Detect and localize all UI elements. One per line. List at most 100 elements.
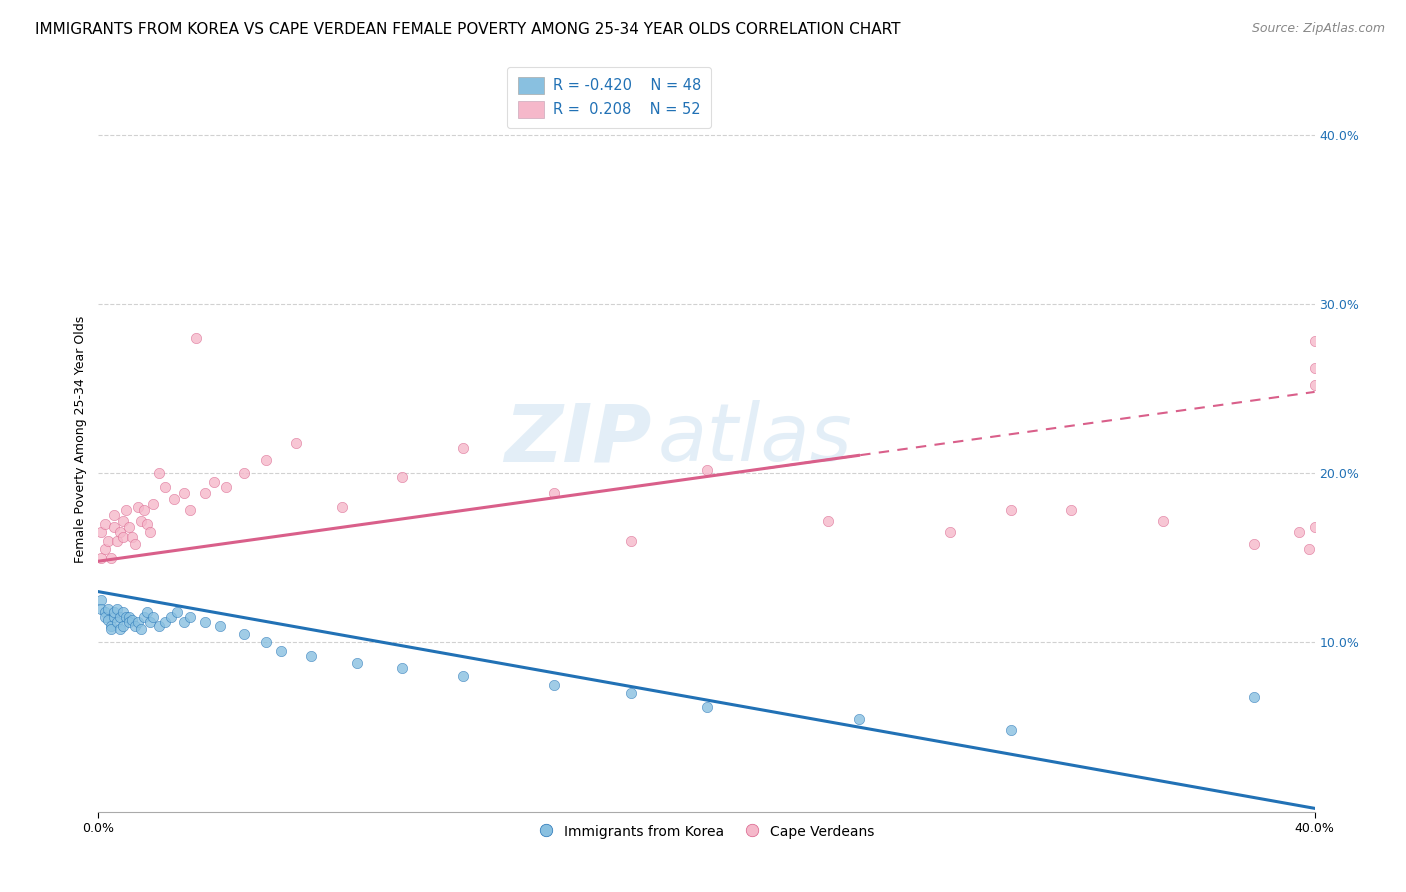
Point bbox=[105, 615, 128, 629]
Point bbox=[90, 593, 112, 607]
Point bbox=[114, 503, 136, 517]
Point bbox=[132, 610, 155, 624]
Point bbox=[142, 497, 165, 511]
Point bbox=[215, 480, 238, 494]
Point bbox=[105, 533, 128, 548]
Point bbox=[90, 525, 112, 540]
Point bbox=[1000, 503, 1022, 517]
Point bbox=[93, 516, 115, 531]
Point bbox=[148, 618, 170, 632]
Point bbox=[108, 525, 131, 540]
Point bbox=[939, 525, 962, 540]
Text: IMMIGRANTS FROM KOREA VS CAPE VERDEAN FEMALE POVERTY AMONG 25-34 YEAR OLDS CORRE: IMMIGRANTS FROM KOREA VS CAPE VERDEAN FE… bbox=[35, 22, 901, 37]
Point bbox=[148, 466, 170, 480]
Point bbox=[96, 533, 118, 548]
Point bbox=[1000, 723, 1022, 738]
Point bbox=[103, 605, 125, 619]
Point bbox=[105, 601, 128, 615]
Text: Source: ZipAtlas.com: Source: ZipAtlas.com bbox=[1251, 22, 1385, 36]
Point bbox=[163, 491, 186, 506]
Point bbox=[1152, 514, 1174, 528]
Point bbox=[121, 531, 143, 545]
Point bbox=[155, 615, 177, 629]
Point bbox=[184, 331, 207, 345]
Point bbox=[330, 500, 353, 514]
Point bbox=[696, 699, 718, 714]
Point bbox=[93, 542, 115, 557]
Point bbox=[179, 610, 201, 624]
Point bbox=[160, 610, 183, 624]
Point bbox=[118, 615, 141, 629]
Y-axis label: Female Poverty Among 25-34 Year Olds: Female Poverty Among 25-34 Year Olds bbox=[75, 316, 87, 563]
Text: atlas: atlas bbox=[658, 401, 852, 478]
Point bbox=[124, 618, 146, 632]
Point bbox=[93, 610, 115, 624]
Point bbox=[136, 605, 159, 619]
Point bbox=[543, 486, 565, 500]
Point bbox=[118, 610, 141, 624]
Point bbox=[1060, 503, 1083, 517]
Point bbox=[111, 605, 134, 619]
Point bbox=[111, 618, 134, 632]
Point bbox=[155, 480, 177, 494]
Point bbox=[233, 627, 256, 641]
Point bbox=[619, 533, 641, 548]
Point bbox=[103, 520, 125, 534]
Point bbox=[132, 503, 155, 517]
Point bbox=[100, 618, 122, 632]
Point bbox=[1243, 690, 1265, 704]
Point bbox=[111, 514, 134, 528]
Point bbox=[453, 441, 475, 455]
Point bbox=[194, 615, 217, 629]
Point bbox=[1303, 334, 1326, 348]
Point bbox=[233, 466, 256, 480]
Point bbox=[285, 435, 308, 450]
Point bbox=[121, 614, 143, 628]
Point bbox=[111, 531, 134, 545]
Point bbox=[118, 520, 141, 534]
Point bbox=[142, 610, 165, 624]
Point bbox=[254, 635, 277, 649]
Point bbox=[108, 610, 131, 624]
Point bbox=[124, 537, 146, 551]
Point bbox=[90, 550, 112, 565]
Point bbox=[127, 615, 149, 629]
Point bbox=[166, 605, 188, 619]
Point bbox=[173, 615, 195, 629]
Point bbox=[619, 686, 641, 700]
Point bbox=[129, 622, 152, 636]
Text: ZIP: ZIP bbox=[505, 401, 652, 478]
Point bbox=[127, 500, 149, 514]
Point bbox=[1303, 520, 1326, 534]
Point bbox=[202, 475, 225, 489]
Point bbox=[96, 614, 118, 628]
Point bbox=[696, 463, 718, 477]
Point bbox=[139, 615, 162, 629]
Point bbox=[1243, 537, 1265, 551]
Point bbox=[299, 648, 322, 663]
Point bbox=[270, 644, 292, 658]
Point bbox=[1288, 525, 1310, 540]
Point bbox=[129, 514, 152, 528]
Point bbox=[108, 622, 131, 636]
Point bbox=[209, 618, 232, 632]
Point bbox=[194, 486, 217, 500]
Point bbox=[93, 605, 115, 619]
Point bbox=[100, 550, 122, 565]
Point bbox=[1298, 542, 1320, 557]
Point bbox=[179, 503, 201, 517]
Point bbox=[848, 712, 870, 726]
Point bbox=[1303, 361, 1326, 376]
Point bbox=[817, 514, 839, 528]
Legend: Immigrants from Korea, Cape Verdeans: Immigrants from Korea, Cape Verdeans bbox=[531, 817, 882, 846]
Point bbox=[136, 516, 159, 531]
Point bbox=[114, 610, 136, 624]
Point bbox=[453, 669, 475, 683]
Point bbox=[173, 486, 195, 500]
Point bbox=[103, 610, 125, 624]
Point bbox=[90, 601, 112, 615]
Point bbox=[254, 452, 277, 467]
Point bbox=[139, 525, 162, 540]
Point bbox=[543, 678, 565, 692]
Point bbox=[391, 469, 413, 483]
